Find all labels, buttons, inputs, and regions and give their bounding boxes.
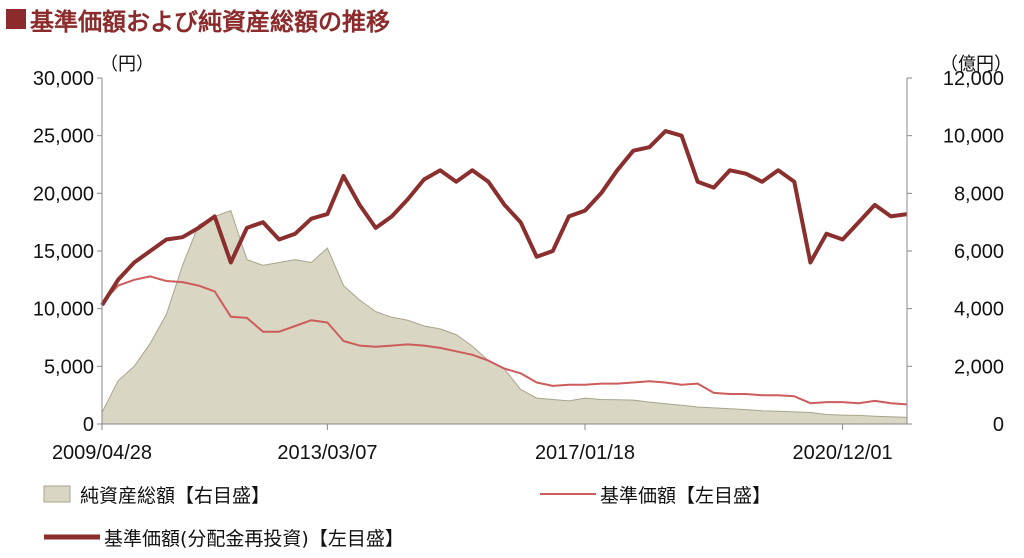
line-series-nav-reinvested: [100, 129, 908, 307]
x-tick-label: 2013/03/07: [277, 442, 377, 464]
right-tick-label: 12,000: [943, 68, 1004, 90]
area-layer: [101, 209, 908, 425]
left-tick-label: 5,000: [44, 356, 94, 378]
right-axis-unit: （億円）: [940, 54, 1012, 75]
title-text: 基準価額および純資産総額の推移: [30, 7, 390, 36]
left-tick-label: 0: [83, 414, 94, 436]
left-tick-label: 15,000: [33, 241, 94, 263]
x-tick-label: 2009/04/28: [52, 442, 152, 464]
line-series-nav: [101, 275, 908, 406]
legend: 純資産総額【右目盛】 基準価額【左目盛】 基準価額(分配金再投資)【左目盛】: [43, 485, 771, 550]
left-tick-label: 25,000: [33, 126, 94, 148]
right-tick-label: 10,000: [943, 126, 1004, 148]
area-series-net-assets: [101, 209, 908, 425]
x-tick-label: 2017/01/18: [535, 442, 635, 464]
left-tick-label: 20,000: [33, 183, 94, 205]
right-tick-label: 0: [993, 414, 1004, 436]
line-layer: [100, 129, 908, 406]
legend-nav-reinvested-label: 基準価額(分配金再投資)【左目盛】: [104, 528, 404, 550]
left-tick-label: 30,000: [33, 68, 94, 90]
right-tick-label: 4,000: [954, 299, 1004, 321]
legend-area-swatch: [43, 485, 71, 503]
right-tick-label: 8,000: [954, 183, 1004, 205]
left-axis-unit: （円）: [100, 54, 154, 75]
title-square-icon: [6, 9, 26, 29]
chart-title: 基準価額および純資産総額の推移: [6, 4, 390, 36]
right-tick-label: 2,000: [954, 356, 1004, 378]
right-tick-label: 6,000: [954, 241, 1004, 263]
axis-layer: 0 5,000 10,000 15,000 20,000 25,000 30,000 0 2,0…: [33, 68, 1004, 464]
left-tick-label: 10,000: [33, 299, 94, 321]
legend-area-label: 純資産総額【右目盛】: [80, 485, 270, 507]
x-tick-label: 2020/12/01: [793, 442, 893, 464]
legend-nav-label: 基準価額【左目盛】: [600, 485, 771, 507]
